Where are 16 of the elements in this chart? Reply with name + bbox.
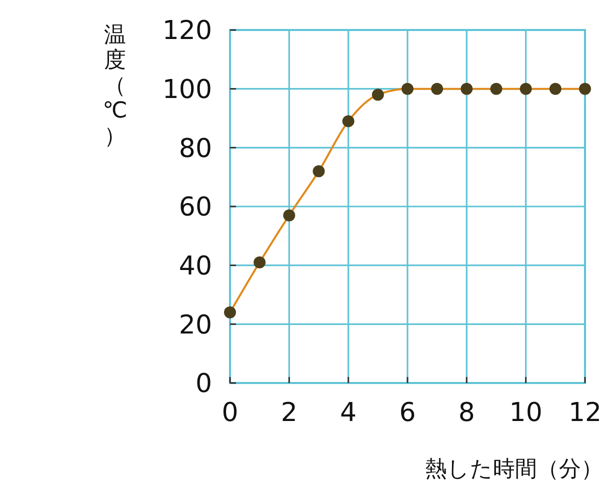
y-tick-label: 0 — [195, 369, 212, 400]
x-axis-title: 熱した時間（分） — [425, 457, 603, 482]
y-tick-label: 20 — [178, 310, 212, 340]
y-axis-title: 温度（℃） — [102, 22, 128, 149]
y-tick-label: 40 — [178, 251, 212, 282]
x-tick-label: 12 — [568, 398, 602, 428]
y-tick-label: 100 — [162, 74, 212, 105]
x-tick-label: 2 — [280, 398, 298, 428]
x-tick-label: 10 — [509, 398, 542, 428]
y-tick-label: 80 — [178, 134, 212, 164]
y-tick-label: 60 — [178, 192, 212, 223]
x-tick-label: 0 — [222, 398, 238, 428]
x-tick-label: 6 — [399, 398, 416, 428]
x-tick-label: 4 — [340, 398, 357, 428]
x-tick-label: 8 — [458, 398, 475, 428]
y-tick-label: 120 — [162, 16, 212, 46]
